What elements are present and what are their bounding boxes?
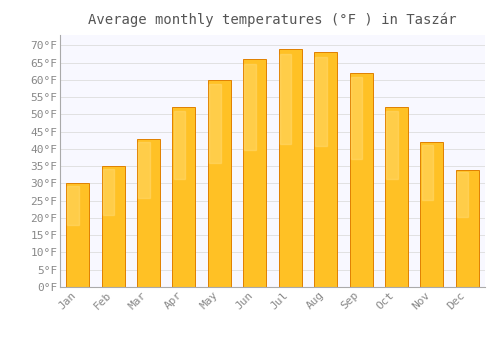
Bar (66, 183, 89, 287)
Bar (385, 107, 408, 287)
Bar (103, 169, 115, 215)
Bar (280, 54, 291, 144)
Bar (420, 142, 444, 287)
Bar (102, 166, 124, 287)
Bar (457, 172, 468, 217)
Bar (174, 111, 185, 179)
Bar (350, 73, 372, 287)
Bar (244, 59, 266, 287)
Bar (422, 145, 433, 200)
Bar (386, 111, 398, 179)
Bar (456, 170, 479, 287)
Bar (68, 186, 79, 225)
Bar (316, 57, 327, 146)
Bar (244, 64, 256, 150)
Bar (208, 80, 231, 287)
Bar (172, 107, 196, 287)
Bar (209, 84, 220, 163)
Title: Average monthly temperatures (°F ) in Taszár: Average monthly temperatures (°F ) in Ta… (88, 12, 457, 27)
Bar (138, 141, 149, 198)
Bar (314, 52, 337, 287)
Bar (350, 77, 362, 159)
Bar (137, 139, 160, 287)
Bar (278, 49, 301, 287)
